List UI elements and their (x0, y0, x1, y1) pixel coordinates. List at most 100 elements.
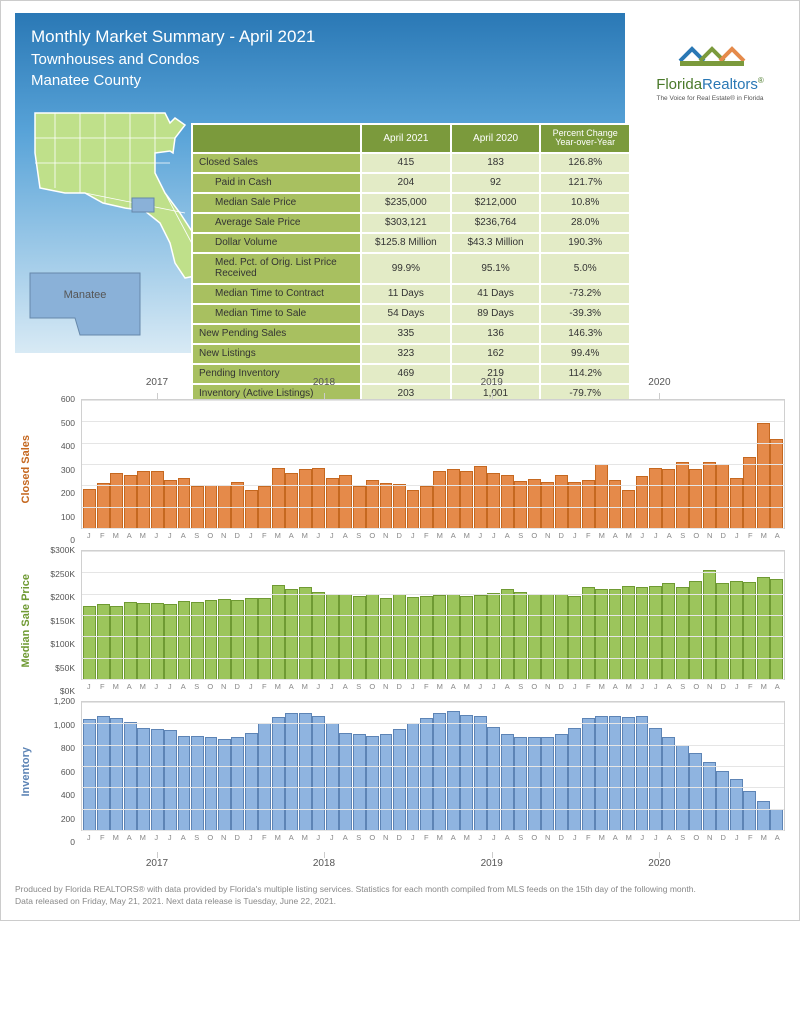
bar (595, 464, 608, 528)
y-ticks-inventory: 02004006008001,0001,200 (37, 701, 79, 842)
bar (501, 589, 514, 679)
x-months-median-price: JFMAMJJASONDJFMAMJJASONDJFMAMJJASONDJFMA… (81, 680, 785, 691)
row-label: New Pending Sales (192, 324, 361, 344)
y-ticks-median-price: $0K$50K$100K$150K$200K$250K$300K (37, 550, 79, 691)
month-tick: M (433, 531, 447, 540)
bar (366, 480, 379, 528)
month-tick: F (258, 682, 272, 691)
month-tick: S (676, 682, 690, 691)
bar (636, 716, 649, 830)
bar (245, 490, 258, 528)
row-val-pct: -73.2% (540, 284, 630, 304)
bar (191, 736, 204, 830)
month-tick: F (258, 531, 272, 540)
bar (568, 596, 581, 679)
report-subtitle: Townhouses and Condos (31, 51, 609, 68)
month-tick: J (150, 833, 164, 842)
bar (124, 475, 137, 528)
chart-inventory: Inventory 02004006008001,0001,200 JFMAMJ… (15, 701, 785, 842)
month-tick: F (258, 833, 272, 842)
bar (272, 468, 285, 528)
month-tick: F (744, 682, 758, 691)
bar (407, 723, 420, 830)
bar (285, 589, 298, 679)
month-tick: S (676, 833, 690, 842)
bar (743, 457, 756, 528)
bar (339, 733, 352, 830)
bar (730, 581, 743, 679)
bar (164, 480, 177, 528)
y-tick-label: 200 (61, 814, 75, 824)
month-tick: J (406, 682, 420, 691)
row-val-prior: $43.3 Million (451, 233, 541, 253)
bar (218, 599, 231, 679)
month-tick: M (757, 531, 771, 540)
month-tick: J (568, 682, 582, 691)
y-tick-label: $250K (50, 569, 75, 579)
bar (380, 598, 393, 679)
month-tick: D (717, 682, 731, 691)
bar (447, 711, 460, 830)
month-tick: A (447, 531, 461, 540)
bar (541, 482, 554, 528)
month-tick: N (703, 531, 717, 540)
bar (258, 598, 271, 679)
bar (299, 587, 312, 679)
report-region: Manatee County (31, 72, 609, 89)
bar (757, 423, 770, 528)
bar (151, 471, 164, 528)
month-tick: F (582, 531, 596, 540)
month-tick: F (582, 682, 596, 691)
bar (312, 592, 325, 679)
bar (460, 471, 473, 528)
row-val-pct: 5.0% (540, 253, 630, 284)
bar (703, 462, 716, 528)
month-tick: J (312, 682, 326, 691)
month-tick: O (690, 531, 704, 540)
row-label: Paid in Cash (192, 173, 361, 193)
month-tick: A (285, 833, 299, 842)
bar (299, 713, 312, 830)
row-val-prior: $236,764 (451, 213, 541, 233)
row-val-prior: 41 Days (451, 284, 541, 304)
row-val-current: 11 Days (361, 284, 451, 304)
month-tick: J (406, 833, 420, 842)
month-tick: O (204, 682, 218, 691)
bar (662, 737, 675, 830)
row-val-current: 335 (361, 324, 451, 344)
footer-line2: Data released on Friday, May 21, 2021. N… (15, 896, 785, 908)
y-tick-label: 1,000 (54, 720, 75, 730)
bar (770, 809, 783, 830)
row-val-pct: 99.4% (540, 344, 630, 364)
table-row: Closed Sales415183126.8% (192, 153, 630, 173)
month-tick: A (123, 531, 137, 540)
month-tick: M (271, 531, 285, 540)
month-tick: N (541, 833, 555, 842)
bar (689, 469, 702, 528)
th-period-prior: April 2020 (451, 124, 541, 153)
month-tick: O (366, 682, 380, 691)
row-val-current: 323 (361, 344, 451, 364)
table-row: Med. Pct. of Orig. List Price Received99… (192, 253, 630, 284)
logo-brand-accent: Realtors (702, 76, 758, 93)
chart-title-closed-sales: Closed Sales (15, 399, 37, 540)
month-tick: M (298, 682, 312, 691)
month-tick: F (96, 531, 110, 540)
row-val-prior: 183 (451, 153, 541, 173)
month-tick: J (636, 833, 650, 842)
bar (447, 469, 460, 528)
row-val-pct: 190.3% (540, 233, 630, 253)
month-tick: O (366, 531, 380, 540)
month-tick: M (460, 682, 474, 691)
month-tick: J (474, 682, 488, 691)
month-tick: M (298, 531, 312, 540)
month-tick: J (649, 682, 663, 691)
logo-icon (635, 33, 785, 76)
month-tick: M (622, 682, 636, 691)
month-tick: J (568, 833, 582, 842)
month-tick: A (339, 833, 353, 842)
bar (716, 464, 729, 528)
bar (770, 439, 783, 528)
month-tick: A (663, 833, 677, 842)
bar (487, 473, 500, 528)
